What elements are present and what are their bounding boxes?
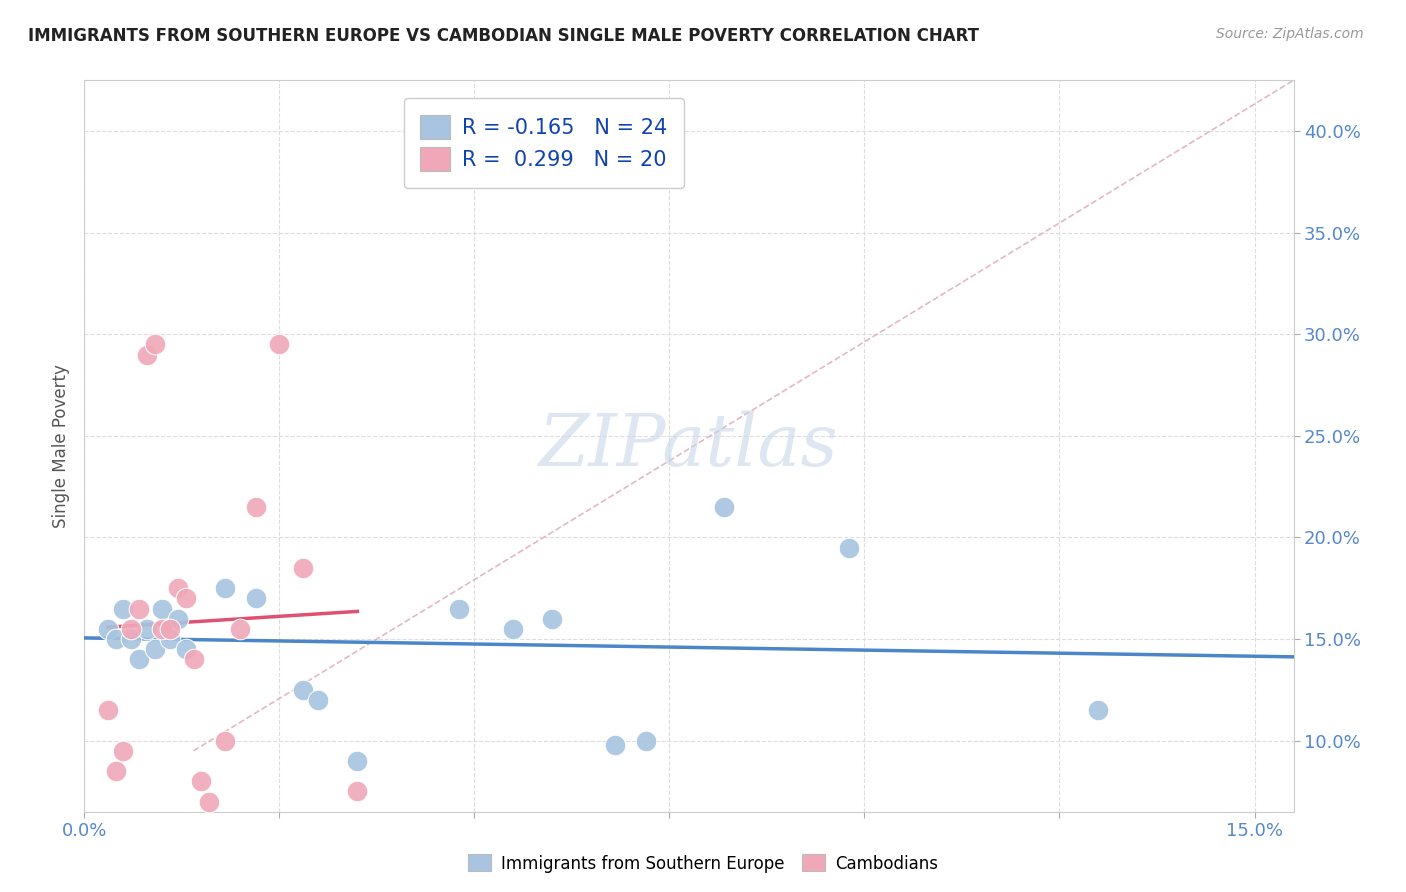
- Point: [603, 738, 626, 752]
- Point: [135, 348, 157, 362]
- Point: [143, 642, 166, 657]
- Point: [120, 622, 142, 636]
- Point: [183, 652, 205, 666]
- Point: [167, 612, 190, 626]
- Point: [167, 581, 190, 595]
- Point: [159, 622, 181, 636]
- Point: [269, 337, 291, 351]
- Point: [120, 632, 142, 646]
- Point: [214, 733, 236, 747]
- Point: [245, 591, 267, 606]
- Point: [159, 632, 181, 646]
- Point: [128, 601, 150, 615]
- Point: [634, 733, 657, 747]
- Point: [502, 622, 524, 636]
- Point: [190, 774, 212, 789]
- Point: [229, 622, 252, 636]
- Text: Source: ZipAtlas.com: Source: ZipAtlas.com: [1216, 27, 1364, 41]
- Point: [97, 703, 120, 717]
- Legend: R = -0.165   N = 24, R =  0.299   N = 20: R = -0.165 N = 24, R = 0.299 N = 20: [404, 98, 683, 188]
- Point: [307, 693, 329, 707]
- Point: [150, 601, 173, 615]
- Point: [112, 744, 135, 758]
- Point: [198, 795, 221, 809]
- Point: [150, 622, 173, 636]
- Point: [112, 601, 135, 615]
- Point: [346, 754, 368, 768]
- Point: [346, 784, 368, 798]
- Point: [447, 601, 470, 615]
- Point: [104, 764, 127, 778]
- Point: [838, 541, 860, 555]
- Point: [174, 642, 197, 657]
- Point: [174, 591, 197, 606]
- Text: ZIPatlas: ZIPatlas: [538, 410, 839, 482]
- Y-axis label: Single Male Poverty: Single Male Poverty: [52, 364, 70, 528]
- Text: IMMIGRANTS FROM SOUTHERN EUROPE VS CAMBODIAN SINGLE MALE POVERTY CORRELATION CHA: IMMIGRANTS FROM SOUTHERN EUROPE VS CAMBO…: [28, 27, 979, 45]
- Point: [541, 612, 564, 626]
- Legend: Immigrants from Southern Europe, Cambodians: Immigrants from Southern Europe, Cambodi…: [461, 847, 945, 880]
- Point: [1087, 703, 1109, 717]
- Point: [713, 500, 735, 514]
- Point: [245, 500, 267, 514]
- Point: [143, 337, 166, 351]
- Point: [291, 682, 314, 697]
- Point: [135, 622, 157, 636]
- Point: [97, 622, 120, 636]
- Point: [128, 652, 150, 666]
- Point: [291, 561, 314, 575]
- Point: [104, 632, 127, 646]
- Point: [214, 581, 236, 595]
